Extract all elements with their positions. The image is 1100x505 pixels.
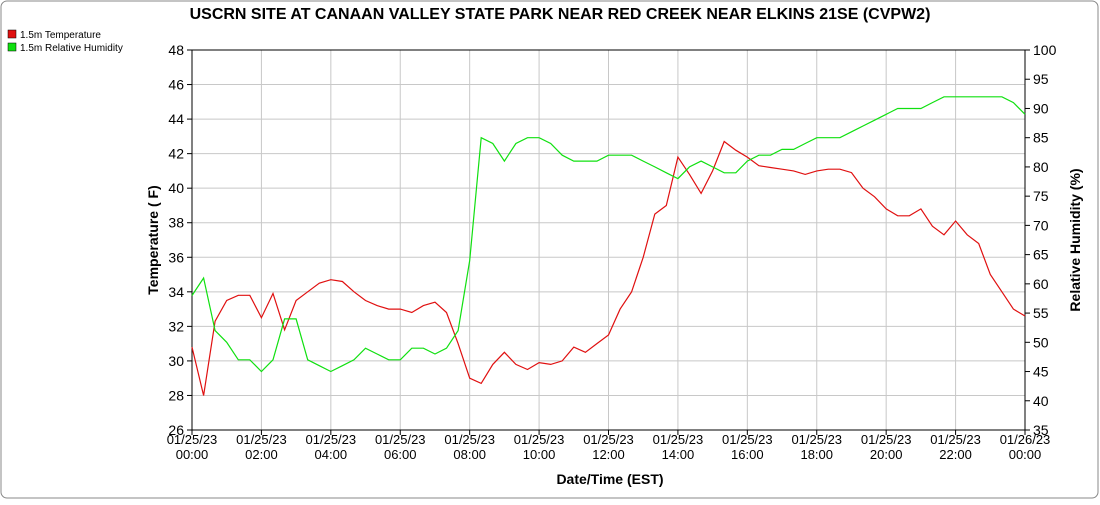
series-line <box>191 96 1026 373</box>
y2-tick-label: 60 <box>1033 276 1049 292</box>
y-tick-label: 30 <box>168 353 184 369</box>
x-tick-label: 01/25/23 20:00 <box>861 432 912 462</box>
x-axis-label: Date/Time (EST) <box>556 471 663 487</box>
x-tick-label: 01/25/23 18:00 <box>791 432 842 462</box>
x-tick-label: 01/25/23 10:00 <box>514 432 565 462</box>
y-tick-label: 40 <box>168 180 184 196</box>
y2-tick-label: 80 <box>1033 159 1049 175</box>
y2-tick-label: 70 <box>1033 217 1049 233</box>
y2-tick-label: 40 <box>1033 393 1049 409</box>
x-tick-label: 01/25/23 12:00 <box>583 432 634 462</box>
y2-tick-label: 55 <box>1033 305 1049 321</box>
y2-tick-label: 85 <box>1033 130 1049 146</box>
y-tick-label: 28 <box>168 387 184 403</box>
y2-tick-label: 50 <box>1033 334 1049 350</box>
y2-tick-label: 90 <box>1033 100 1049 116</box>
legend-swatch <box>7 29 17 39</box>
y-tick-label: 32 <box>168 318 184 334</box>
y2-tick-label: 75 <box>1033 188 1049 204</box>
y2-tick-label: 45 <box>1033 364 1049 380</box>
x-tick-label: 01/25/23 16:00 <box>722 432 773 462</box>
y2-axis-label: Relative Humidity (%) <box>1067 168 1083 311</box>
legend-swatch <box>7 42 17 52</box>
x-tick-label: 01/25/23 08:00 <box>444 432 495 462</box>
chart-title: USCRN SITE AT CANAAN VALLEY STATE PARK N… <box>190 6 931 23</box>
x-tick-label: 01/25/23 04:00 <box>306 432 357 462</box>
x-tick-label: 01/26/23 00:00 <box>1000 432 1051 462</box>
legend-label: 1.5m Relative Humidity <box>20 43 123 54</box>
x-tick-label: 01/25/23 06:00 <box>375 432 426 462</box>
y-tick-label: 48 <box>168 42 184 58</box>
y2-tick-label: 95 <box>1033 71 1049 87</box>
series-line <box>191 140 1026 396</box>
x-tick-label: 01/25/23 22:00 <box>930 432 981 462</box>
y-tick-label: 38 <box>168 215 184 231</box>
plot-border <box>191 49 1026 431</box>
x-tick-label: 01/25/23 00:00 <box>167 432 218 462</box>
y-tick-label: 34 <box>168 284 184 300</box>
y2-tick-label: 65 <box>1033 247 1049 263</box>
y-axis-label: Temperature ( F) <box>145 185 161 294</box>
y-tick-label: 26 <box>168 422 184 438</box>
y2-tick-label: 35 <box>1033 422 1049 438</box>
y-tick-label: 46 <box>168 77 184 93</box>
x-tick-label: 01/25/23 02:00 <box>236 432 287 462</box>
legend-label: 1.5m Temperature <box>20 30 101 41</box>
y-tick-label: 36 <box>168 249 184 265</box>
y-tick-label: 42 <box>168 146 184 162</box>
y2-tick-label: 100 <box>1033 42 1057 58</box>
y-tick-label: 44 <box>168 111 184 127</box>
x-tick-label: 01/25/23 14:00 <box>653 432 704 462</box>
